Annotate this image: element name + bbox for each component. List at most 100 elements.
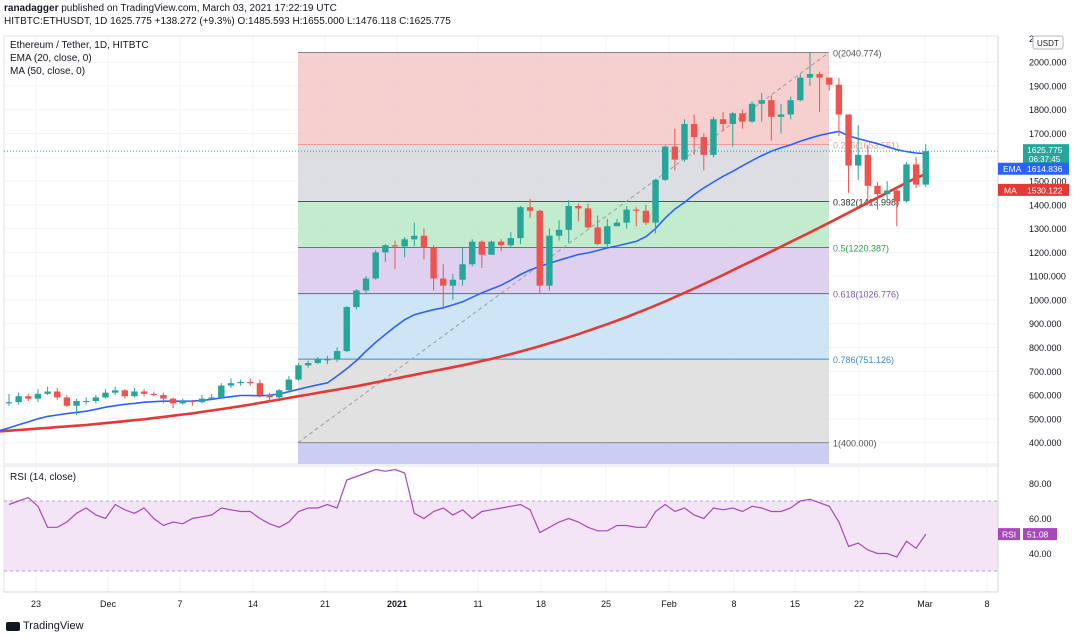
candle bbox=[5, 393, 13, 406]
candle-body bbox=[662, 146, 669, 180]
ma-name-tag bbox=[998, 183, 1023, 196]
candle-body bbox=[883, 190, 891, 195]
candle bbox=[777, 103, 785, 134]
candle-body bbox=[25, 396, 32, 399]
candle bbox=[681, 119, 688, 163]
candle bbox=[247, 378, 254, 386]
candle-body bbox=[15, 396, 22, 403]
candle-body bbox=[555, 229, 563, 236]
fib-zone-0.236 bbox=[298, 144, 829, 202]
candle bbox=[719, 112, 727, 132]
time-tick-label: 15 bbox=[790, 599, 800, 609]
tradingview-icon bbox=[6, 621, 20, 631]
candle bbox=[642, 204, 650, 226]
candle bbox=[256, 379, 264, 398]
price-tick-label: 600.000 bbox=[1029, 391, 1062, 401]
publish-info: published on TradingView.com, March 03, … bbox=[61, 3, 337, 14]
candle-body bbox=[488, 241, 495, 255]
candle-body bbox=[768, 100, 775, 117]
candle bbox=[893, 188, 900, 227]
candle bbox=[633, 207, 640, 227]
candle bbox=[304, 360, 312, 368]
time-tick-label: 25 bbox=[601, 599, 611, 609]
ma-price-tag bbox=[1023, 183, 1069, 196]
candle bbox=[546, 228, 553, 291]
candle bbox=[15, 392, 22, 405]
candle-body bbox=[382, 245, 389, 253]
candle bbox=[353, 289, 360, 310]
candle-body bbox=[787, 100, 794, 115]
candle bbox=[536, 209, 543, 293]
candle bbox=[44, 386, 51, 396]
fib-label-1: 1(400.000) bbox=[833, 439, 877, 449]
candle-body bbox=[44, 391, 51, 394]
publish-line: ranadagger published on TradingView.com,… bbox=[4, 3, 337, 14]
candle-body bbox=[874, 185, 881, 195]
candle-body bbox=[208, 397, 215, 399]
fib-zone-below-1 bbox=[298, 442, 829, 464]
symbol-name: HITBTC:ETHUSDT, 1D bbox=[4, 16, 108, 27]
candle-body bbox=[83, 400, 90, 402]
legend-ma: MA (50, close, 0) bbox=[10, 66, 85, 77]
candle-body bbox=[652, 179, 659, 223]
candle-body bbox=[739, 113, 746, 122]
candle-body bbox=[333, 351, 341, 360]
candle-body bbox=[92, 397, 100, 401]
time-tick-label: 2021 bbox=[387, 599, 407, 609]
time-tick-label: 8 bbox=[984, 599, 989, 609]
candle bbox=[34, 389, 42, 403]
price-tick-label: 1900.000 bbox=[1029, 81, 1067, 91]
candle-body bbox=[729, 113, 736, 124]
candle-body bbox=[440, 278, 447, 286]
fib-label-0: 0(2040.774) bbox=[833, 48, 882, 58]
candle-body bbox=[266, 395, 273, 398]
rsi-name-tag bbox=[998, 528, 1020, 541]
fib-zone-0.618 bbox=[298, 293, 829, 360]
candle bbox=[73, 398, 80, 416]
candle bbox=[333, 347, 341, 362]
tradingview-logo: TradingView bbox=[6, 620, 84, 632]
candle-body bbox=[276, 390, 283, 398]
candle bbox=[179, 398, 186, 405]
candle-body bbox=[546, 235, 553, 286]
last-price-tag-timer: 06:37:45 bbox=[1029, 155, 1061, 164]
candle bbox=[160, 392, 167, 404]
candle-body bbox=[623, 209, 630, 223]
candle-body bbox=[131, 391, 138, 397]
ohlc-values: O:1485.593 H:1655.000 L:1476.118 C:1625.… bbox=[237, 16, 451, 27]
candle-body bbox=[497, 241, 505, 246]
fib-zone-0.786 bbox=[298, 359, 829, 443]
candle-body bbox=[237, 381, 244, 384]
ema-line bbox=[0, 130, 926, 432]
candle-body bbox=[179, 400, 186, 404]
candle bbox=[266, 392, 273, 403]
rsi-line bbox=[8, 468, 927, 558]
time-tick-label: 23 bbox=[31, 599, 41, 609]
candle bbox=[864, 145, 872, 204]
price-tick-label: 800.000 bbox=[1029, 343, 1062, 353]
candle bbox=[189, 399, 196, 406]
candle bbox=[613, 219, 621, 227]
candle-body bbox=[719, 119, 727, 124]
candle bbox=[594, 215, 601, 246]
candle bbox=[469, 239, 476, 267]
fib-label-0.786: 0.786(751.126) bbox=[833, 355, 894, 365]
price-tick-label: 1500.000 bbox=[1029, 177, 1067, 187]
candle-body bbox=[507, 238, 514, 246]
candle-body bbox=[34, 393, 42, 399]
candle bbox=[54, 387, 61, 400]
candle bbox=[758, 93, 765, 122]
candle bbox=[826, 77, 833, 91]
candle-body bbox=[391, 245, 399, 247]
candle bbox=[816, 71, 823, 113]
ema-name-tag-text: EMA bbox=[1003, 164, 1022, 174]
candle bbox=[420, 228, 428, 260]
candle-body bbox=[565, 206, 572, 230]
time-tick-label: 7 bbox=[177, 599, 182, 609]
time-tick-label: Feb bbox=[661, 599, 677, 609]
candle-body bbox=[169, 398, 177, 404]
candle bbox=[883, 181, 891, 201]
candle-body bbox=[140, 391, 148, 394]
candle bbox=[565, 200, 572, 243]
